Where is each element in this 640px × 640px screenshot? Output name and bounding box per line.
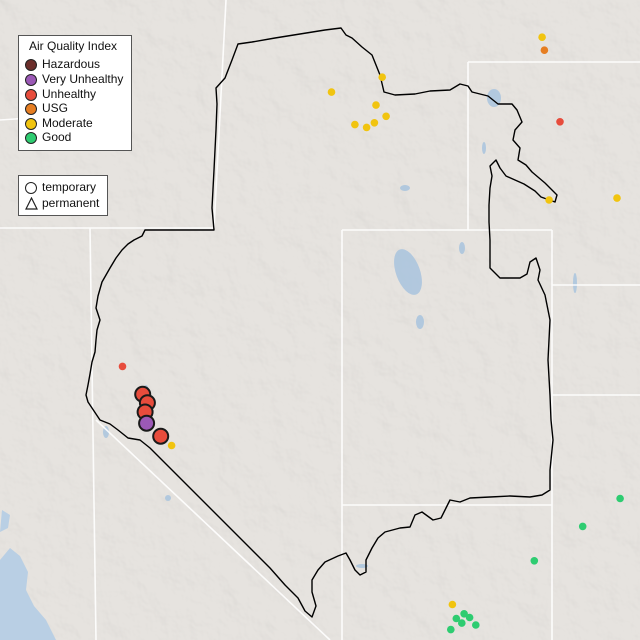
hazardous-swatch — [25, 59, 37, 71]
monitor-marker[interactable] — [616, 494, 624, 503]
monitor-marker[interactable] — [448, 600, 457, 609]
great-salt-lake — [394, 249, 422, 295]
monitor-marker[interactable] — [372, 101, 380, 109]
mono-lake — [165, 495, 171, 501]
legend-label: USG — [42, 101, 69, 115]
region-boundary — [85, 27, 558, 618]
circle-icon — [25, 182, 37, 194]
monitor-marker[interactable] — [540, 46, 549, 54]
monitor-marker[interactable] — [578, 522, 587, 531]
monitor-marker[interactable] — [530, 557, 539, 565]
usg-swatch — [25, 103, 37, 115]
legend-label: temporary — [42, 180, 97, 194]
yellowstone-lake — [487, 89, 501, 107]
lake-mead — [356, 564, 368, 568]
utah-lake — [416, 315, 424, 329]
monitor-marker[interactable] — [613, 194, 621, 202]
monitor-marker[interactable] — [351, 120, 359, 129]
ocean-inlet — [0, 510, 10, 532]
legend-label: Good — [42, 130, 72, 144]
monitor-type-legend: temporary permanent — [18, 175, 108, 216]
american-falls-reservoir — [400, 185, 410, 191]
monitor-marker[interactable] — [370, 119, 379, 127]
monitor-marker[interactable] — [460, 610, 468, 618]
monitor-marker[interactable] — [545, 196, 553, 204]
very-unhealthy-swatch — [25, 74, 37, 86]
legend-label: Unhealthy — [42, 87, 97, 101]
legend-label: Moderate — [42, 116, 93, 130]
triangle-icon — [25, 197, 38, 210]
monitor-markers — [118, 33, 624, 634]
monitor-marker[interactable] — [118, 362, 127, 371]
legend-label: Hazardous — [42, 57, 101, 71]
aqi-legend: Air Quality Index Hazardous Very Unhealt… — [18, 35, 132, 151]
monitor-marker[interactable] — [152, 427, 170, 445]
jackson-lake — [482, 142, 486, 154]
unhealthy-swatch — [25, 89, 37, 101]
monitor-marker[interactable] — [327, 88, 336, 96]
monitor-marker[interactable] — [447, 625, 455, 634]
legend-title: Air Quality Index — [29, 39, 118, 53]
monitor-marker[interactable] — [465, 613, 474, 622]
good-swatch — [25, 132, 37, 144]
monitor-marker[interactable] — [167, 441, 176, 450]
monitor-marker[interactable] — [452, 614, 461, 623]
monitor-marker[interactable] — [382, 112, 390, 121]
legend-label: Very Unhealthy — [42, 72, 124, 86]
lakes — [103, 89, 577, 568]
monitor-marker[interactable] — [458, 619, 466, 627]
monitor-marker[interactable] — [362, 123, 371, 132]
flaming-gorge — [573, 273, 577, 293]
monitor-marker[interactable] — [138, 414, 156, 432]
moderate-swatch — [25, 118, 37, 130]
pacific-ocean — [0, 548, 56, 640]
monitor-marker[interactable] — [556, 118, 564, 126]
monitor-marker[interactable] — [538, 33, 546, 41]
bear-lake — [459, 242, 465, 254]
monitor-marker[interactable] — [378, 73, 387, 81]
monitor-marker[interactable] — [472, 621, 480, 629]
legend-label: permanent — [42, 196, 100, 210]
